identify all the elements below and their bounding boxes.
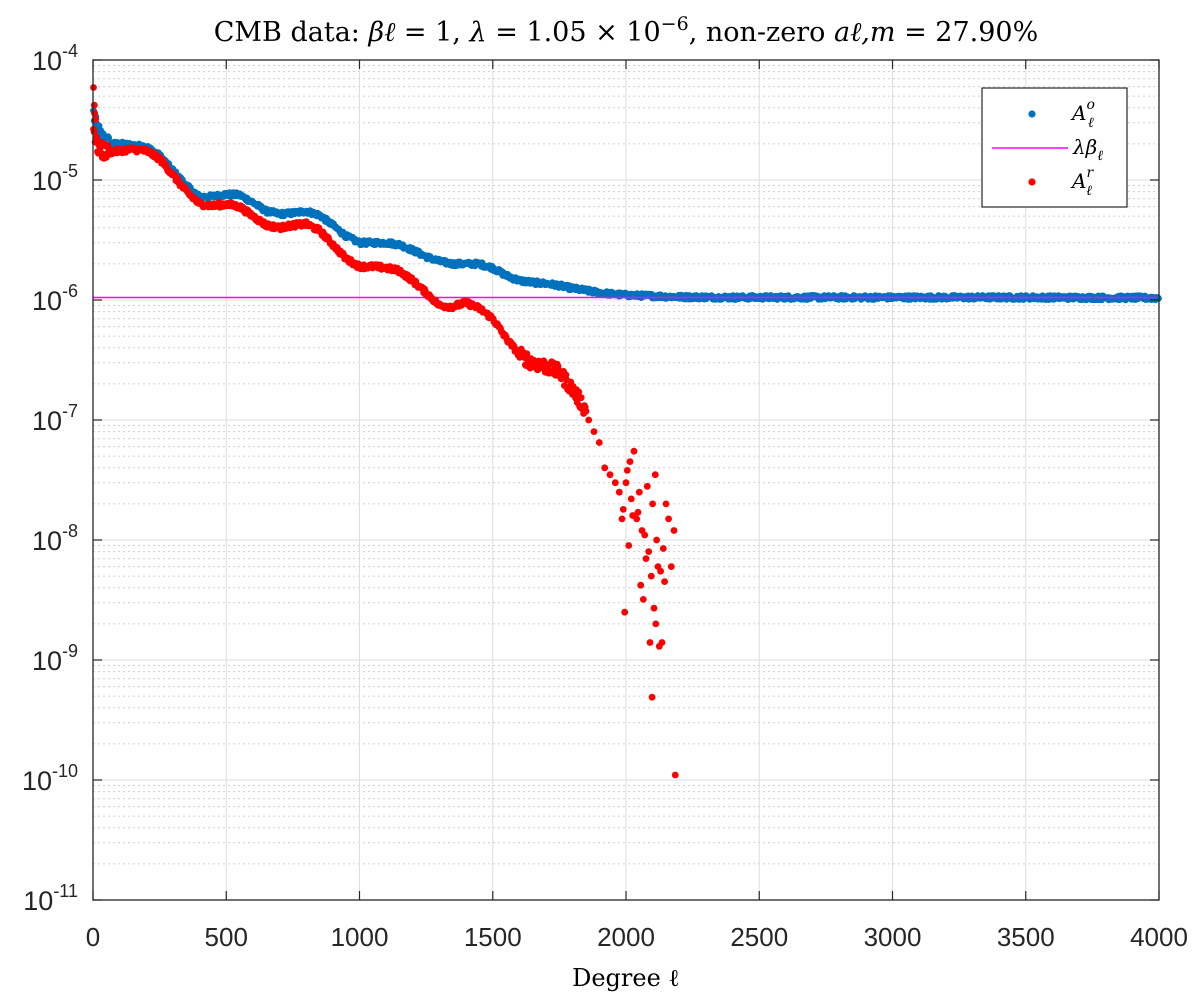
y-tick-label: 10-8 (32, 521, 78, 556)
series-ar-outlier (639, 596, 647, 603)
title-beta: βℓ (367, 17, 396, 48)
x-tick-label: 2500 (730, 922, 788, 952)
legend-marker-ar (1028, 178, 1036, 186)
series-ar-outlier (606, 471, 614, 479)
series-ar-outlier (659, 545, 667, 552)
title-alm-eq: = 27.90% (896, 17, 1039, 48)
series-ar-outlier (626, 458, 634, 465)
title-lambda-eq: = 1.05 × 10 (487, 17, 661, 48)
chart-title: CMB data: βℓ = 1, λ = 1.05 × 10−6, non-z… (214, 13, 1039, 48)
series-ar-outlier (646, 639, 654, 646)
series-ar-outlier (658, 639, 666, 646)
series-ar-outlier (625, 542, 633, 549)
series-ar-point (582, 407, 590, 415)
series-ar-outlier (637, 581, 645, 589)
x-tick-label: 4000 (1130, 922, 1188, 952)
legend-marker-ao (1028, 110, 1036, 118)
y-tick-label: 10-11 (23, 881, 78, 916)
series-ar-outlier (621, 608, 629, 616)
series-ar-outlier (649, 500, 656, 508)
x-axis-label: Degree ℓ (572, 964, 680, 992)
series-ar-outlier (667, 563, 675, 570)
title-alm: aℓ,m (834, 17, 896, 48)
x-axis-ticks: 0 500 1000 1500 2000 2500 3000 3500 4000 (86, 60, 1188, 952)
y-tick-label: 10-6 (32, 281, 78, 316)
series-ar-outlier (629, 512, 637, 519)
x-tick-label: 0 (86, 922, 100, 952)
series-ar-outlier (665, 515, 672, 523)
y-tick-label: 10-5 (32, 161, 78, 196)
title-lambda: λ (468, 17, 486, 48)
x-tick-label: 1500 (464, 922, 522, 952)
title-mid: , non-zero (689, 17, 834, 48)
series-ar-outlier (671, 771, 679, 779)
series-ar-outlier (641, 531, 649, 539)
series-ar-outlier (648, 693, 656, 701)
series-ar-outlier (634, 508, 642, 516)
x-tick-label: 2000 (597, 922, 655, 952)
series-ar-outlier (642, 555, 650, 562)
series-ar-outlier (92, 116, 100, 123)
y-tick-label: 10-4 (32, 41, 78, 76)
series-ar-outlier (670, 527, 678, 534)
y-tick-label: 10-7 (32, 401, 78, 436)
series-ar-point (93, 134, 101, 141)
x-tick-label: 500 (205, 922, 248, 952)
series-ar-outlier (585, 416, 593, 424)
title-lambda-exp: −6 (661, 13, 689, 35)
legend-label-ao: Ao ℓ (1070, 97, 1095, 131)
y-tick-label: 10-9 (32, 641, 78, 676)
series-ar-outlier (657, 567, 664, 575)
series-ar-outlier (611, 479, 619, 487)
series-ar-outlier (643, 482, 651, 490)
series-ar-outlier (650, 604, 658, 612)
series-ar-outlier (601, 464, 609, 472)
legend: Ao ℓ λβℓ Ar ℓ (981, 87, 1128, 208)
series-ar-outlier (635, 488, 643, 496)
series-ar-outlier (619, 506, 627, 513)
series-ar-outlier (627, 495, 635, 503)
x-tick-label: 3000 (864, 922, 922, 952)
series-ar-outlier (645, 548, 653, 555)
series-layer (90, 84, 1162, 779)
series-ar-point (523, 350, 531, 358)
series-ar-outlier (647, 572, 655, 580)
x-tick-label: 3500 (997, 922, 1055, 952)
series-ar-point (562, 371, 570, 379)
series-ar-point (575, 388, 583, 396)
series-ar-outlier (622, 479, 630, 487)
legend-label-lambda: λβℓ (1072, 135, 1103, 164)
y-axis-ticks: 10-4 10-5 10-6 10-7 10-8 10-9 10-10 10-11 (22, 41, 1159, 916)
series-ar-outlier (618, 515, 626, 523)
series-ar-outlier (653, 536, 660, 544)
series-ar-outlier (630, 447, 638, 455)
series-ar-outlier (595, 439, 603, 446)
legend-label-ar: Ar ℓ (1070, 165, 1094, 199)
series-ar-point (577, 394, 585, 402)
x-tick-label: 1000 (331, 922, 389, 952)
series-ar (90, 84, 679, 779)
series-ar-outlier (590, 428, 598, 435)
title-beta-eq: = 1, (395, 17, 469, 48)
y-tick-label: 10-10 (22, 761, 78, 796)
series-ar-outlier (652, 620, 660, 628)
series-ar-outlier (651, 471, 659, 479)
series-ar-outlier (90, 101, 98, 109)
title-prefix: CMB data: (214, 17, 369, 48)
series-ar-outlier (623, 467, 631, 474)
series-ar-outlier (662, 500, 670, 508)
series-ar-outlier (661, 578, 668, 585)
series-ar-outlier (615, 488, 623, 496)
series-ar-outlier (91, 109, 98, 117)
